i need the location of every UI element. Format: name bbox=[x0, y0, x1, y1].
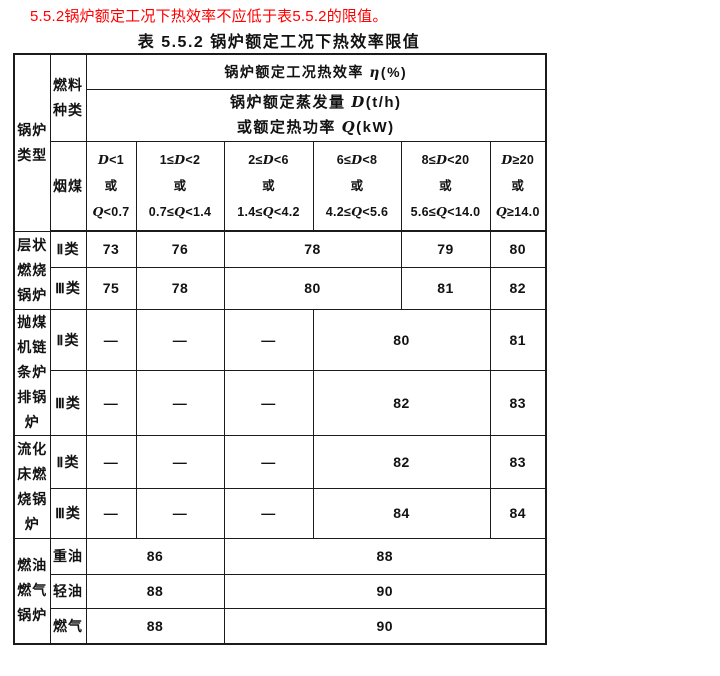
value-cell: 90 bbox=[223, 607, 547, 645]
value-cell: 80 bbox=[312, 308, 491, 371]
value-cell: 81 bbox=[400, 266, 491, 310]
value-cell: 73 bbox=[85, 230, 137, 268]
value-cell: 83 bbox=[489, 369, 547, 436]
header-rated-capacity: 锅炉额定蒸发量 D(t/h) 或额定热功率 Q(kW) bbox=[85, 88, 547, 142]
range-or: 或 bbox=[104, 178, 118, 193]
range-d: 1≤D<2 bbox=[159, 151, 201, 167]
empty-cell: — bbox=[223, 369, 314, 436]
empty-cell: — bbox=[223, 487, 314, 539]
empty-cell: — bbox=[85, 487, 137, 539]
group-label-fluidized-bed: 流化 床燃 烧锅 炉 bbox=[13, 434, 51, 539]
header-range-2: 1≤D<2 或 0.7≤Q<1.4 bbox=[135, 140, 225, 232]
range-d: 2≤D<6 bbox=[248, 151, 289, 167]
header-range-4: 6≤D<8 或 4.2≤Q<5.6 bbox=[312, 140, 402, 232]
empty-cell: — bbox=[85, 308, 137, 371]
value-cell: 79 bbox=[400, 230, 491, 268]
range-or: 或 bbox=[173, 178, 187, 193]
header-rated-efficiency: 锅炉额定工况热效率 η(%) bbox=[85, 53, 547, 90]
value-cell: 82 bbox=[489, 266, 547, 310]
range-or: 或 bbox=[439, 178, 452, 193]
value-cell: 78 bbox=[223, 230, 402, 268]
value-cell: 88 bbox=[85, 573, 225, 609]
range-or: 或 bbox=[350, 178, 364, 193]
value-cell: 82 bbox=[312, 434, 491, 489]
efficiency-limits-table: 锅炉 类型 燃料 种类 锅炉额定工况热效率 η(%) 锅炉额定蒸发量 D(t/h… bbox=[13, 53, 548, 645]
empty-cell: — bbox=[135, 369, 225, 436]
value-cell: 86 bbox=[85, 537, 225, 575]
value-cell: 84 bbox=[489, 487, 547, 539]
value-cell: 88 bbox=[85, 607, 225, 645]
range-q: 1.4≤Q<4.2 bbox=[237, 203, 300, 219]
fuel-class-cell: Ⅱ类 bbox=[49, 230, 87, 268]
fuel-class-cell: Ⅱ类 bbox=[49, 434, 87, 489]
empty-cell: — bbox=[85, 434, 137, 489]
fuel-type-cell: 轻油 bbox=[49, 573, 87, 609]
header-range-6: D≥20 或 Q≥14.0 bbox=[489, 140, 547, 232]
value-cell: 88 bbox=[223, 537, 547, 575]
value-cell: 81 bbox=[489, 308, 547, 371]
fuel-class-cell: Ⅲ类 bbox=[49, 266, 87, 310]
value-cell: 82 bbox=[312, 369, 491, 436]
header-capacity-line1: 锅炉额定蒸发量 D(t/h) bbox=[230, 93, 402, 111]
value-cell: 75 bbox=[85, 266, 137, 310]
value-cell: 80 bbox=[489, 230, 547, 268]
range-q: Q<0.7 bbox=[92, 203, 130, 219]
range-or: 或 bbox=[262, 178, 275, 193]
header-range-5: 8≤D<20 或 5.6≤Q<14.0 bbox=[400, 140, 491, 232]
header-range-3: 2≤D<6 或 1.4≤Q<4.2 bbox=[223, 140, 314, 232]
range-d: D<1 bbox=[98, 151, 124, 167]
empty-cell: — bbox=[85, 369, 137, 436]
table-title: 表 5.5.2 锅炉额定工况下热效率限值 bbox=[137, 34, 421, 51]
fuel-class-cell: Ⅲ类 bbox=[49, 369, 87, 436]
value-cell: 76 bbox=[135, 230, 225, 268]
header-coal: 烟煤 bbox=[49, 140, 87, 232]
range-d: D≥20 bbox=[501, 151, 535, 167]
value-cell: 80 bbox=[223, 266, 402, 310]
clause-text: 5.5.2锅炉额定工况下热效率不应低于表5.5.2的限值。 bbox=[30, 8, 388, 25]
range-q: 5.6≤Q<14.0 bbox=[410, 203, 481, 219]
value-cell: 90 bbox=[223, 573, 547, 609]
empty-cell: — bbox=[223, 308, 314, 371]
group-label-oil-gas: 燃油 燃气 锅炉 bbox=[13, 537, 51, 645]
empty-cell: — bbox=[135, 308, 225, 371]
range-or: 或 bbox=[511, 178, 525, 193]
fuel-type-cell: 燃气 bbox=[49, 607, 87, 645]
group-label-spreader-stoker: 抛煤 机链 条炉 排锅 炉 bbox=[13, 308, 51, 436]
fuel-class-cell: Ⅱ类 bbox=[49, 308, 87, 371]
range-q: Q≥14.0 bbox=[495, 203, 540, 219]
range-q: 0.7≤Q<1.4 bbox=[148, 203, 212, 219]
range-q: 4.2≤Q<5.6 bbox=[325, 203, 389, 219]
header-range-1: D<1 或 Q<0.7 bbox=[85, 140, 137, 232]
fuel-type-cell: 重油 bbox=[49, 537, 87, 575]
empty-cell: — bbox=[135, 434, 225, 489]
fuel-class-cell: Ⅲ类 bbox=[49, 487, 87, 539]
value-cell: 84 bbox=[312, 487, 491, 539]
value-cell: 78 bbox=[135, 266, 225, 310]
header-fuel-kind: 燃料 种类 bbox=[49, 53, 87, 142]
header-boiler-type: 锅炉 类型 bbox=[13, 53, 51, 232]
empty-cell: — bbox=[135, 487, 225, 539]
header-capacity-line2: 或额定热功率 Q(kW) bbox=[236, 118, 395, 136]
value-cell: 83 bbox=[489, 434, 547, 489]
range-d: 6≤D<8 bbox=[336, 151, 378, 167]
group-label-layered-combustion: 层状 燃烧 锅炉 bbox=[13, 230, 51, 310]
empty-cell: — bbox=[223, 434, 314, 489]
range-d: 8≤D<20 bbox=[421, 151, 470, 167]
